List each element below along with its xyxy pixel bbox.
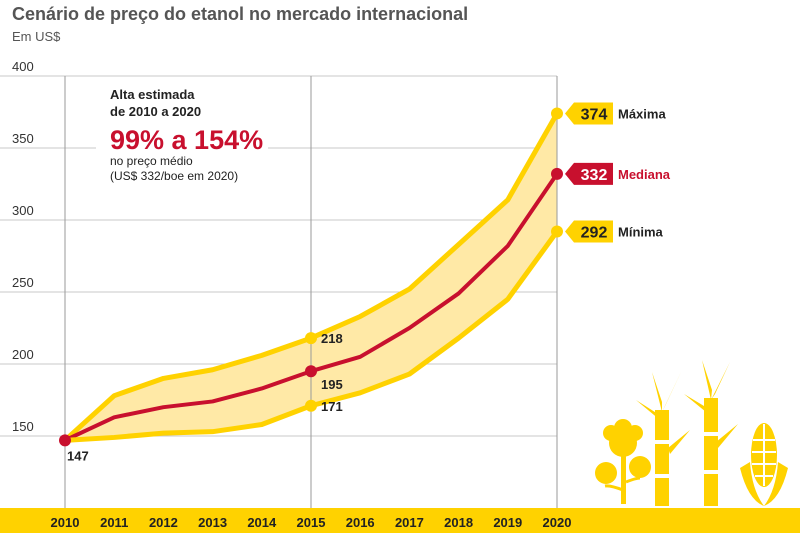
sugarcane-icon: [684, 360, 738, 506]
x-tick-label: 2017: [395, 515, 424, 530]
y-tick-label: 350: [12, 131, 34, 146]
crops-icon: [595, 360, 788, 506]
annotation-line4: (US$ 332/boe em 2020): [110, 169, 238, 183]
end-value: 374: [581, 106, 608, 123]
annotation-background: [96, 80, 268, 188]
end-name: Mínima: [618, 225, 664, 240]
y-tick-label: 400: [12, 59, 34, 74]
end-value: 292: [581, 225, 608, 242]
y-tick-label: 200: [12, 347, 34, 362]
corn-icon: [740, 423, 788, 506]
data-point: [551, 225, 563, 238]
point-label: 147: [67, 448, 89, 463]
data-point: [305, 332, 317, 345]
x-tick-label: 2011: [100, 515, 128, 530]
end-name: Máxima: [618, 106, 666, 121]
annotation-highlight: 99% a 154%: [110, 125, 263, 155]
x-tick-label: 2016: [346, 515, 375, 530]
annotation-box: Alta estimada de 2010 a 2020 99% a 154% …: [96, 80, 268, 188]
cotton-plant-icon: [595, 419, 651, 504]
end-tag: [565, 220, 613, 243]
data-point: [305, 365, 317, 378]
data-point: [551, 167, 563, 180]
annotation-line1: Alta estimada: [110, 87, 195, 102]
end-tag: [565, 102, 613, 125]
x-tick-label: 2018: [444, 515, 473, 530]
point-label: 195: [321, 377, 343, 392]
x-axis: 2010 2011 2012 2013 2014 2015 2016 2017 2018 2019…: [0, 508, 800, 533]
x-tick-label: 2020: [543, 515, 572, 530]
x-axis-bar: [0, 508, 800, 533]
chart-title: Cenário de preço do etanol no mercado in…: [12, 4, 469, 24]
end-name: Mediana: [618, 167, 671, 182]
x-tick-label: 2019: [493, 515, 522, 530]
y-tick-label: 150: [12, 419, 34, 434]
x-tick-label: 2015: [297, 515, 326, 530]
end-tag: [565, 162, 613, 185]
series-points: [59, 107, 563, 447]
x-tick-label: 2014: [247, 515, 277, 530]
end-labels: 374 Máxima 332 Mediana 292 Mínima: [565, 102, 671, 243]
data-point: [305, 399, 317, 412]
point-label: 171: [321, 399, 343, 414]
annotation-line2: de 2010 a 2020: [110, 104, 201, 119]
x-tick-label: 2012: [149, 515, 178, 530]
sugarcane-icon: [636, 370, 690, 506]
chart-subtitle: Em US$: [12, 29, 61, 44]
point-2010: [59, 434, 71, 447]
y-tick-label: 300: [12, 203, 34, 218]
x-tick-label: 2013: [198, 515, 227, 530]
end-value: 332: [581, 167, 608, 184]
y-tick-label: 250: [12, 275, 34, 290]
data-labels: 147 218 195 171: [67, 331, 343, 463]
x-tick-label: 2010: [51, 515, 80, 530]
data-point: [551, 107, 563, 120]
point-label: 218: [321, 331, 343, 346]
annotation-line3: no preço médio: [110, 154, 193, 168]
